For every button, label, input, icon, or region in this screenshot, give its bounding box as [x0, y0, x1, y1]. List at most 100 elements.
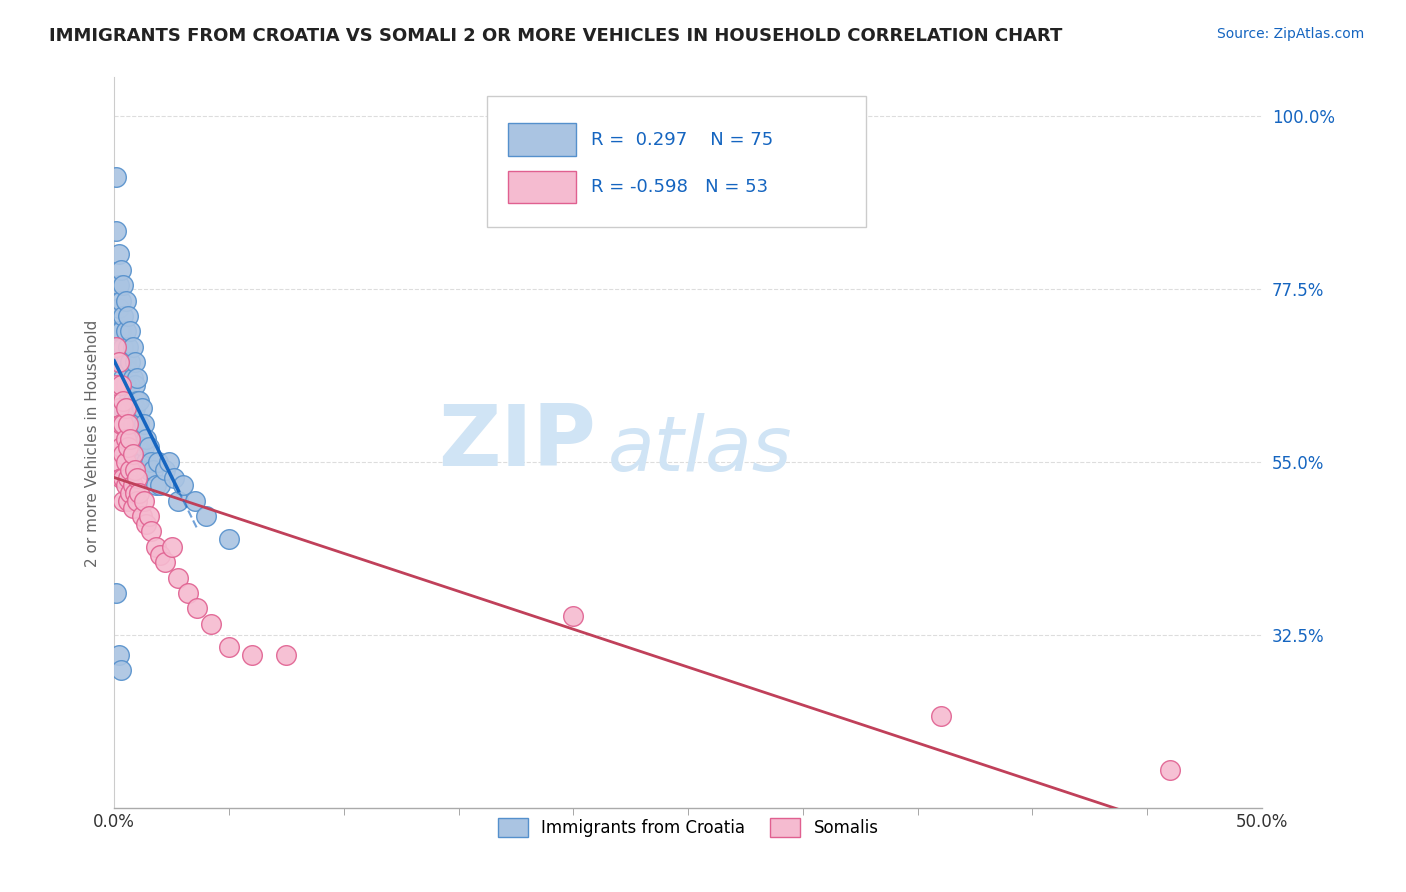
- Point: [112, 417, 135, 431]
- Legend: Immigrants from Croatia, Somalis: Immigrants from Croatia, Somalis: [491, 812, 886, 844]
- Point: [121, 370, 143, 384]
- Point: [135, 516, 157, 531]
- Point: [124, 463, 146, 477]
- Point: [107, 301, 129, 316]
- Point: [107, 355, 129, 369]
- Point: [120, 401, 142, 416]
- Point: [121, 448, 143, 462]
- Point: [138, 440, 160, 454]
- Point: [127, 393, 149, 408]
- Point: [172, 478, 194, 492]
- Point: [121, 393, 143, 408]
- Point: [120, 463, 142, 477]
- Point: [107, 432, 129, 446]
- Point: [127, 417, 149, 431]
- Point: [1159, 763, 1181, 777]
- Point: [195, 509, 218, 524]
- Point: [110, 262, 132, 277]
- Point: [112, 401, 135, 416]
- Point: [114, 401, 136, 416]
- Point: [105, 340, 128, 354]
- Point: [160, 540, 183, 554]
- Point: [128, 417, 150, 431]
- Point: [117, 340, 139, 354]
- Point: [107, 401, 129, 416]
- FancyBboxPatch shape: [488, 95, 866, 227]
- Point: [117, 470, 139, 484]
- Point: [120, 378, 142, 392]
- Point: [128, 393, 150, 408]
- Point: [120, 355, 142, 369]
- FancyBboxPatch shape: [508, 123, 575, 156]
- Point: [135, 455, 157, 469]
- Point: [105, 586, 128, 600]
- Point: [117, 393, 139, 408]
- Point: [146, 455, 169, 469]
- Point: [132, 493, 155, 508]
- Point: [110, 324, 132, 338]
- Point: [117, 309, 139, 323]
- Point: [124, 355, 146, 369]
- Point: [145, 478, 167, 492]
- Point: [114, 432, 136, 446]
- Point: [562, 609, 585, 624]
- Point: [124, 486, 146, 500]
- Point: [120, 432, 142, 446]
- Point: [139, 455, 162, 469]
- Point: [112, 470, 135, 484]
- Point: [110, 293, 132, 308]
- Point: [107, 278, 129, 293]
- Point: [107, 324, 129, 338]
- Point: [112, 309, 135, 323]
- Point: [110, 378, 132, 392]
- Point: [107, 247, 129, 261]
- Point: [127, 370, 149, 384]
- Point: [127, 493, 149, 508]
- Point: [110, 355, 132, 369]
- Point: [114, 478, 136, 492]
- Point: [121, 501, 143, 516]
- Point: [176, 586, 198, 600]
- Point: [183, 493, 205, 508]
- Point: [138, 463, 160, 477]
- Text: ZIP: ZIP: [439, 401, 596, 484]
- Point: [167, 493, 190, 508]
- Point: [153, 463, 176, 477]
- Point: [157, 455, 180, 469]
- Point: [105, 170, 128, 185]
- Point: [124, 378, 146, 392]
- Point: [132, 440, 155, 454]
- Point: [127, 470, 149, 484]
- Point: [276, 648, 298, 662]
- Point: [149, 478, 172, 492]
- Point: [186, 601, 208, 615]
- Text: IMMIGRANTS FROM CROATIA VS SOMALI 2 OR MORE VEHICLES IN HOUSEHOLD CORRELATION CH: IMMIGRANTS FROM CROATIA VS SOMALI 2 OR M…: [49, 27, 1063, 45]
- Point: [112, 493, 135, 508]
- Point: [142, 463, 165, 477]
- Point: [105, 224, 128, 238]
- Point: [114, 378, 136, 392]
- Point: [110, 470, 132, 484]
- Point: [110, 417, 132, 431]
- Point: [112, 448, 135, 462]
- Point: [139, 524, 162, 539]
- Point: [124, 401, 146, 416]
- Point: [121, 340, 143, 354]
- Point: [114, 455, 136, 469]
- Point: [131, 509, 153, 524]
- Point: [117, 493, 139, 508]
- Point: [163, 470, 186, 484]
- Point: [121, 417, 143, 431]
- Point: [121, 478, 143, 492]
- Point: [112, 278, 135, 293]
- Point: [128, 486, 150, 500]
- Point: [929, 709, 952, 723]
- Y-axis label: 2 or more Vehicles in Household: 2 or more Vehicles in Household: [86, 319, 100, 566]
- Point: [121, 448, 143, 462]
- Point: [110, 378, 132, 392]
- Point: [117, 425, 139, 439]
- Point: [112, 340, 135, 354]
- Point: [153, 555, 176, 569]
- Text: Source: ZipAtlas.com: Source: ZipAtlas.com: [1216, 27, 1364, 41]
- Point: [117, 417, 139, 431]
